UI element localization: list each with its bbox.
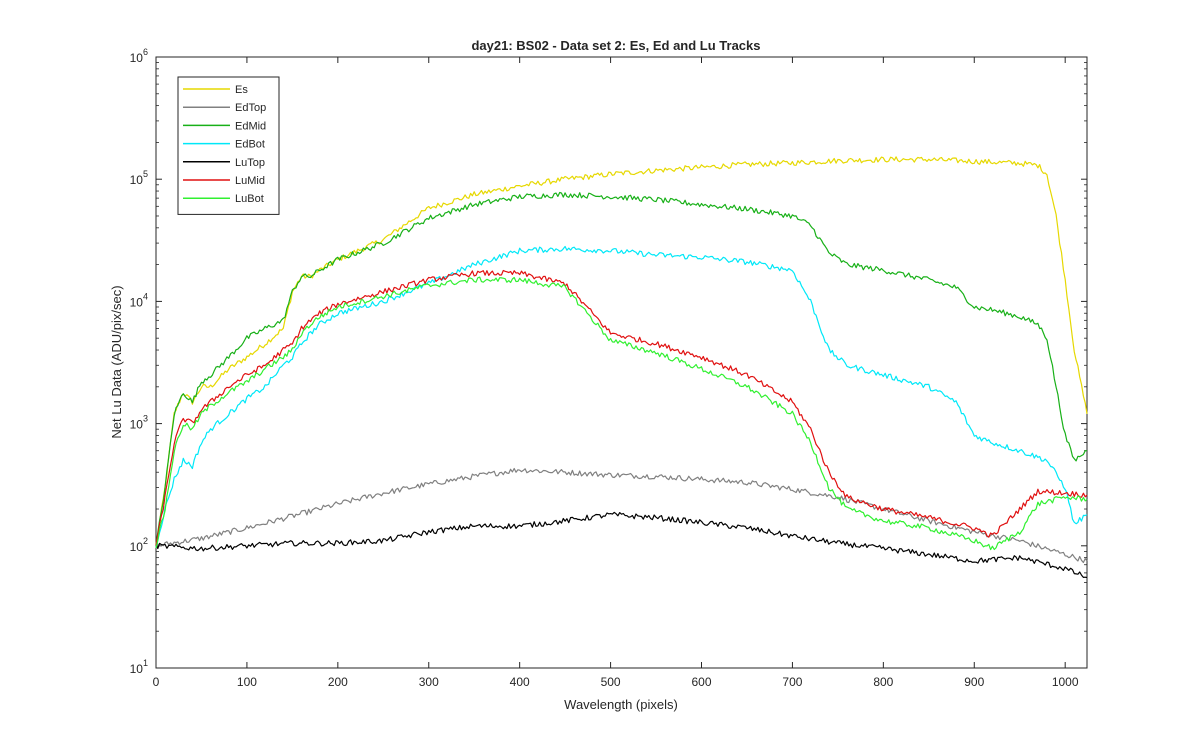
legend-label: LuBot	[235, 193, 264, 205]
y-tick-exponent: 5	[143, 169, 148, 179]
y-axis-label: Net Lu Data (ADU/pix/sec)	[109, 285, 124, 438]
legend-label: EdTop	[235, 102, 266, 114]
x-tick-label: 900	[964, 675, 984, 689]
y-tick-exponent: 6	[143, 47, 148, 57]
y-tick-exponent: 3	[143, 414, 148, 424]
axis-ticks: 0 100 200 300 400 500 600 700 800 900 100010110210…	[130, 47, 1087, 689]
series-line-lutop	[155, 511, 1088, 579]
y-tick-label: 106	[130, 47, 148, 65]
y-tick-base: 10	[130, 295, 144, 309]
y-tick-label: 103	[130, 414, 148, 432]
y-tick-base: 10	[130, 51, 144, 65]
legend: Es EdTop EdMid EdBot LuTop LuMid LuBot	[177, 76, 280, 215]
y-tick-exponent: 1	[143, 658, 148, 668]
x-tick-label: 700	[782, 675, 802, 689]
series-line-edmid	[155, 191, 1087, 546]
series-group	[155, 156, 1088, 579]
x-tick-label: 100	[237, 675, 257, 689]
x-tick-label: 600	[691, 675, 711, 689]
series-line-edbot	[155, 245, 1088, 548]
legend-label: LuMid	[235, 175, 265, 187]
y-tick-base: 10	[130, 418, 144, 432]
series-line-edtop	[155, 467, 1088, 564]
series-line-lumid	[155, 269, 1088, 546]
plot-area	[155, 56, 1088, 669]
y-tick-base: 10	[130, 540, 144, 554]
legend-label: EdMid	[235, 120, 266, 132]
x-tick-label: 400	[510, 675, 530, 689]
legend-box	[177, 76, 280, 215]
x-tick-label: 800	[873, 675, 893, 689]
x-tick-label: 300	[419, 675, 439, 689]
y-tick-label: 105	[130, 169, 148, 187]
series-line-lubot	[155, 276, 1088, 551]
x-tick-label: 200	[328, 675, 348, 689]
y-tick-label: 102	[130, 536, 148, 554]
y-tick-exponent: 4	[143, 291, 148, 301]
y-tick-label: 104	[130, 291, 148, 309]
legend-label: EdBot	[235, 139, 265, 151]
chart-title: day21: BS02 - Data set 2: Es, Ed and Lu …	[471, 38, 760, 53]
y-tick-exponent: 2	[143, 536, 148, 546]
x-tick-label: 500	[601, 675, 621, 689]
legend-label: LuTop	[235, 157, 265, 169]
legend-label: Es	[235, 84, 248, 96]
y-tick-base: 10	[130, 662, 144, 676]
y-tick-base: 10	[130, 173, 144, 187]
x-tick-label: 0	[153, 675, 160, 689]
y-tick-label: 101	[130, 658, 148, 676]
x-tick-label: 1000	[1052, 675, 1079, 689]
x-axis-label: Wavelength (pixels)	[564, 697, 678, 712]
